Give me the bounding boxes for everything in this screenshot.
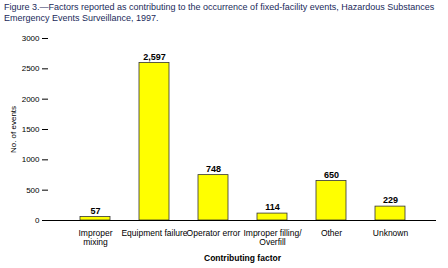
svg-text:500: 500 xyxy=(26,186,40,195)
svg-text:Improper filling/Overfill: Improper filling/Overfill xyxy=(243,228,302,247)
svg-text:57: 57 xyxy=(90,206,100,216)
svg-text:Contributing factor: Contributing factor xyxy=(204,253,282,263)
svg-text:0: 0 xyxy=(35,216,40,225)
svg-text:2000: 2000 xyxy=(22,95,40,104)
svg-text:3000: 3000 xyxy=(22,34,40,43)
svg-text:No. of events: No. of events xyxy=(9,106,18,153)
svg-text:2500: 2500 xyxy=(22,64,40,73)
svg-text:Other: Other xyxy=(321,228,342,238)
html-text:Figure 3.—Factors reported as: Figure 3.—Factors reported as contributi… xyxy=(4,2,435,23)
svg-text:Impropermixing: Impropermixing xyxy=(78,228,112,247)
svg-text:114: 114 xyxy=(265,202,280,212)
svg-text:1000: 1000 xyxy=(22,155,40,164)
svg-text:Equipment failure: Equipment failure xyxy=(121,228,187,238)
svg-text:2,597: 2,597 xyxy=(143,52,166,62)
svg-text:Unknown: Unknown xyxy=(373,228,409,238)
svg-text:650: 650 xyxy=(324,170,339,180)
svg-text:748: 748 xyxy=(206,164,221,174)
svg-text:1500: 1500 xyxy=(22,125,40,134)
svg-text:Operator error: Operator error xyxy=(187,228,241,238)
svg-text:229: 229 xyxy=(383,195,398,205)
